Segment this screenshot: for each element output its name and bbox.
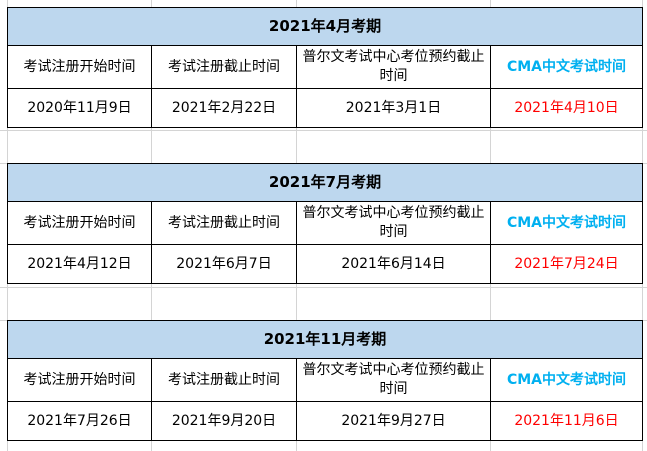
label-booking-deadline[interactable]: 普尔文考试中心考位预约截止时间 [296,358,491,402]
exam-date[interactable]: 2021年4月10日 [490,88,643,128]
label-booking-deadline[interactable]: 普尔文考试中心考位预约截止时间 [296,201,491,245]
label-cma-exam[interactable]: CMA中文考试时间 [490,201,643,245]
label-reg-start[interactable]: 考试注册开始时间 [7,358,152,402]
session-title[interactable]: 2021年4月考期 [7,7,643,46]
label-reg-end[interactable]: 考试注册截止时间 [151,45,297,89]
label-reg-end[interactable]: 考试注册截止时间 [151,201,297,245]
session-title[interactable]: 2021年7月考期 [7,163,643,202]
booking-deadline-date[interactable]: 2021年3月1日 [296,88,491,128]
label-booking-deadline[interactable]: 普尔文考试中心考位预约截止时间 [296,45,491,89]
session-title[interactable]: 2021年11月考期 [7,320,643,359]
session-table-3: 2021年11月考期 考试注册开始时间 考试注册截止时间 普尔文考试中心考位预约截止… [7,320,643,441]
label-cma-exam[interactable]: CMA中文考试时间 [490,45,643,89]
exam-date[interactable]: 2021年7月24日 [490,244,643,284]
session-table-2: 2021年7月考期 考试注册开始时间 考试注册截止时间 普尔文考试中心考位预约截止时… [7,163,643,284]
reg-end-date[interactable]: 2021年9月20日 [151,401,297,441]
label-reg-start[interactable]: 考试注册开始时间 [7,45,152,89]
label-cma-exam[interactable]: CMA中文考试时间 [490,358,643,402]
session-table-1: 2021年4月考期 考试注册开始时间 考试注册截止时间 普尔文考试中心考位预约截止时… [7,7,643,128]
reg-end-date[interactable]: 2021年6月7日 [151,244,297,284]
booking-deadline-date[interactable]: 2021年9月27日 [296,401,491,441]
booking-deadline-date[interactable]: 2021年6月14日 [296,244,491,284]
label-reg-start[interactable]: 考试注册开始时间 [7,201,152,245]
exam-date[interactable]: 2021年11月6日 [490,401,643,441]
reg-start-date[interactable]: 2021年7月26日 [7,401,152,441]
label-reg-end[interactable]: 考试注册截止时间 [151,358,297,402]
reg-start-date[interactable]: 2020年11月9日 [7,88,152,128]
reg-end-date[interactable]: 2021年2月22日 [151,88,297,128]
reg-start-date[interactable]: 2021年4月12日 [7,244,152,284]
